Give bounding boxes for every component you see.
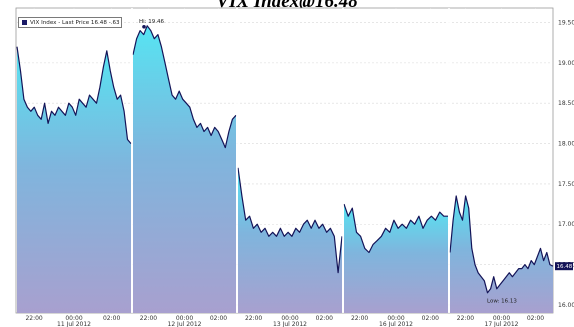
y-tick-label: 16.00	[558, 302, 574, 309]
x-tick-label: 02:00	[422, 315, 439, 322]
day-separators	[131, 8, 450, 313]
last-price-badge	[555, 262, 573, 271]
price-line	[132, 25, 237, 149]
y-tick-label: 17.00	[558, 221, 574, 228]
price-line	[237, 167, 343, 274]
x-tick-label: 02:00	[527, 315, 544, 322]
y-tick-label: 17.50	[558, 181, 574, 188]
price-areas	[17, 25, 553, 314]
last-price-label: 16.48	[557, 264, 573, 270]
price-line	[449, 195, 554, 294]
y-tick-label: 18.00	[558, 141, 574, 148]
day-label: 16 Jul 2012	[379, 321, 413, 327]
x-tick-label: 00:00	[387, 315, 404, 322]
day-label: 12 Jul 2012	[168, 321, 202, 327]
high-marker	[142, 24, 146, 29]
x-tick-label: 00:00	[281, 315, 298, 322]
area-segment	[450, 196, 553, 313]
x-tick-label: 22:00	[25, 315, 42, 322]
y-tick-label: 18.50	[558, 100, 574, 107]
x-tick-label: 02:00	[103, 315, 120, 322]
x-tick-label: 02:00	[210, 315, 227, 322]
x-tick-label: 00:00	[65, 315, 82, 322]
day-label: 13 Jul 2012	[273, 321, 307, 327]
legend: VIX Index - Last Price 16.48 -.63	[18, 17, 122, 28]
price-lines	[16, 25, 554, 294]
y-tick-label: 19.50	[558, 20, 574, 27]
x-tick-label: 00:00	[493, 315, 510, 322]
low-label: Low: 16.13	[487, 298, 517, 304]
legend-label: VIX Index - Last Price 16.48 -.63	[30, 19, 120, 26]
x-tick-label: 22:00	[351, 315, 368, 322]
x-axis: 22:00 00:00 02:00 22:00 00:00 02:00 22:00 00:00…	[25, 315, 544, 327]
price-line	[343, 203, 448, 254]
x-tick-label: 22:00	[245, 315, 262, 322]
area-segment	[17, 46, 131, 313]
x-tick-label: 02:00	[316, 315, 333, 322]
annotations: Hi: 19.46 Low: 16.13 16.48	[139, 19, 573, 304]
y-tick-label: 19.00	[558, 60, 574, 67]
price-line	[16, 46, 132, 144]
x-tick-label: 00:00	[176, 315, 193, 322]
high-label: Hi: 19.46	[139, 19, 165, 25]
area-segment	[133, 25, 236, 314]
area-segment	[238, 167, 342, 313]
area-segment	[344, 204, 448, 313]
legend-swatch	[22, 20, 27, 25]
x-tick-label: 22:00	[140, 315, 157, 322]
day-label: 17 Jul 2012	[485, 321, 519, 327]
x-tick-label: 22:00	[457, 315, 474, 322]
day-label: 11 Jul 2012	[57, 321, 91, 327]
